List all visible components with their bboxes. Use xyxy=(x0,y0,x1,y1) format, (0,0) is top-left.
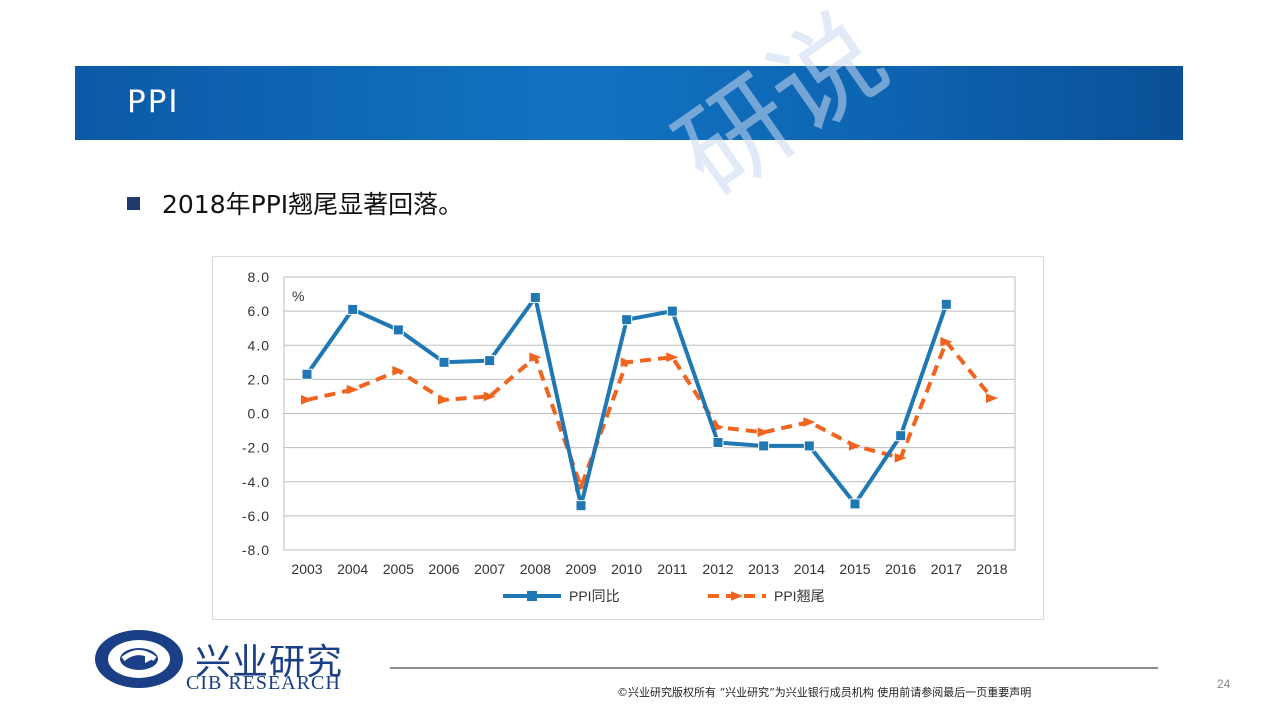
logo-english-text: CIB RESEARCH xyxy=(186,672,341,694)
y-tick-label: -4.0 xyxy=(242,474,270,490)
data-point-ppi-yoy xyxy=(849,498,861,510)
data-point-ppi-yoy xyxy=(712,437,724,449)
data-point-ppi-carryover xyxy=(940,337,953,347)
data-point-ppi-yoy xyxy=(575,500,587,512)
x-tick-label: 2003 xyxy=(291,561,322,577)
x-tick-label: 2009 xyxy=(565,561,596,577)
chart-series xyxy=(301,291,998,512)
unit-label: % xyxy=(292,288,304,304)
y-tick-label: -8.0 xyxy=(242,542,270,558)
x-tick-label: 2007 xyxy=(474,561,505,577)
data-point-ppi-yoy xyxy=(347,303,359,315)
footer-divider xyxy=(390,667,1158,669)
data-point-ppi-carryover xyxy=(301,395,313,405)
legend-label: PPI翘尾 xyxy=(774,588,825,604)
data-point-ppi-carryover xyxy=(894,453,907,463)
data-point-ppi-yoy xyxy=(438,356,450,368)
cib-logo-icon xyxy=(95,630,183,688)
x-tick-label: 2010 xyxy=(611,561,642,577)
x-tick-label: 2015 xyxy=(839,561,870,577)
legend-marker-ppi-carryover xyxy=(731,591,743,601)
y-tick-label: 0.0 xyxy=(248,406,270,422)
ppi-line-chart: 8.0 6.0 4.0 2.0 0.0 -2.0 -4.0 -6.0 -8.0 2003 2004 2… xyxy=(242,269,1016,604)
bullet-square-icon xyxy=(127,196,140,210)
page-number: 24 xyxy=(1217,677,1231,691)
x-tick-label: 2013 xyxy=(748,561,779,577)
x-tick-label: 2014 xyxy=(794,561,825,577)
data-point-ppi-carryover xyxy=(346,384,359,395)
slide-title: PPI xyxy=(127,84,180,120)
data-point-ppi-yoy xyxy=(803,440,815,452)
logo-chinese-text: 兴业研究 xyxy=(195,642,344,683)
data-point-ppi-carryover xyxy=(803,417,816,427)
chart-legend: PPI同比 PPI翘尾 xyxy=(503,588,825,604)
data-point-ppi-carryover xyxy=(849,441,861,451)
footer-disclaimer: ©兴业研究版权所有 “兴业研究”为兴业银行成员机构 使用前请参阅最后一页重要声明 xyxy=(617,686,1032,699)
data-point-ppi-yoy xyxy=(301,368,313,380)
data-point-ppi-yoy xyxy=(621,314,633,326)
data-point-ppi-yoy xyxy=(529,291,541,303)
data-point-ppi-yoy xyxy=(666,305,678,317)
x-tick-label: 2006 xyxy=(428,561,459,577)
x-tick-label: 2011 xyxy=(657,561,687,577)
data-point-ppi-carryover xyxy=(529,352,542,362)
data-point-ppi-yoy xyxy=(940,298,952,310)
data-point-ppi-carryover xyxy=(757,427,770,438)
data-point-ppi-carryover xyxy=(986,393,998,403)
data-point-ppi-yoy xyxy=(392,324,404,336)
x-tick-label: 2017 xyxy=(931,561,962,577)
data-point-ppi-carryover xyxy=(438,395,450,405)
title-bar: PPI xyxy=(75,66,1183,140)
y-tick-label: 2.0 xyxy=(248,371,270,387)
chart-axes: 8.0 6.0 4.0 2.0 0.0 -2.0 -4.0 -6.0 -8.0 2003 2004 2… xyxy=(242,269,1008,577)
chart-grid xyxy=(283,276,1016,551)
x-tick-label: 2018 xyxy=(976,561,1007,577)
data-point-ppi-carryover xyxy=(666,352,679,362)
legend-marker-ppi-yoy xyxy=(527,591,537,601)
chart-container: 8.0 6.0 4.0 2.0 0.0 -2.0 -4.0 -6.0 -8.0 2003 2004 2… xyxy=(212,256,1044,620)
x-tick-label: 2004 xyxy=(337,561,368,577)
x-tick-label: 2008 xyxy=(520,561,551,577)
x-tick-label: 2012 xyxy=(702,561,733,577)
y-tick-label: 6.0 xyxy=(248,303,270,319)
y-tick-label: -2.0 xyxy=(242,440,270,456)
y-tick-label: 4.0 xyxy=(248,337,270,353)
data-point-ppi-carryover xyxy=(392,366,405,376)
y-tick-label: -6.0 xyxy=(242,508,270,524)
data-point-ppi-carryover xyxy=(620,357,633,368)
legend-label: PPI同比 xyxy=(569,588,620,604)
x-tick-label: 2016 xyxy=(885,561,916,577)
x-tick-label: 2005 xyxy=(383,561,414,577)
bullet-text: 2018年PPI翘尾显著回落。 xyxy=(162,190,464,219)
data-point-ppi-yoy xyxy=(484,355,496,367)
data-point-ppi-yoy xyxy=(758,440,770,452)
bullet-point: 2018年PPI翘尾显著回落。 xyxy=(127,185,463,221)
series-line-ppi-carryover xyxy=(306,339,994,489)
y-tick-label: 8.0 xyxy=(248,269,270,285)
data-point-ppi-carryover xyxy=(483,391,496,402)
data-point-ppi-yoy xyxy=(895,430,907,442)
